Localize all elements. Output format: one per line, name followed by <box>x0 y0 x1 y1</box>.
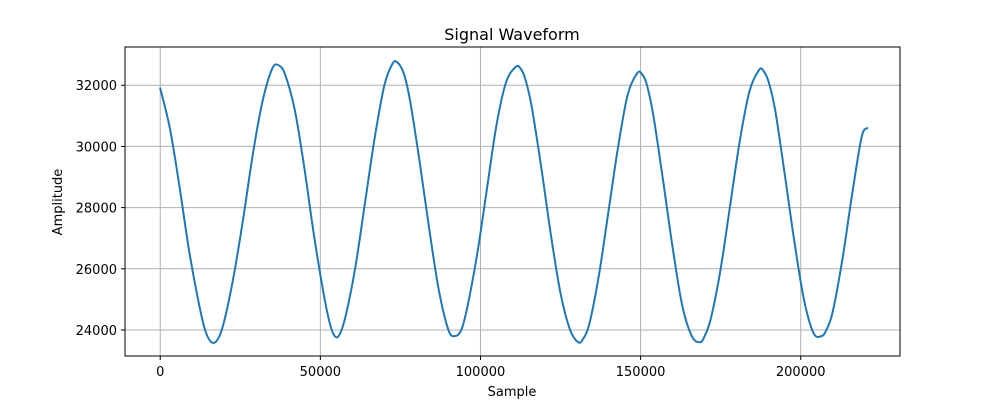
series-layer <box>159 60 869 344</box>
chart-title: Signal Waveform <box>444 25 579 44</box>
x-tick-label: 50000 <box>300 365 341 380</box>
x-tick-label: 150000 <box>616 365 666 380</box>
x-axis-ticks: 0 50000 100000 150000 200000 <box>156 356 826 380</box>
grid-layer <box>125 47 900 356</box>
y-tick-label: 30000 <box>76 140 117 155</box>
y-tick-label: 26000 <box>76 263 117 278</box>
x-tick-label: 0 <box>156 365 164 380</box>
x-tick-label: 100000 <box>456 365 506 380</box>
y-tick-label: 32000 <box>76 79 117 94</box>
y-tick-label: 24000 <box>76 324 117 339</box>
x-axis-label: Sample <box>488 385 537 400</box>
y-tick-label: 28000 <box>76 202 117 217</box>
plot-frame <box>124 46 901 357</box>
y-axis-label: Amplitude <box>51 169 66 236</box>
y-axis-ticks: 24000 26000 28000 30000 32000 <box>76 79 125 339</box>
signal-series-line <box>159 60 869 344</box>
x-tick-label: 200000 <box>776 365 826 380</box>
